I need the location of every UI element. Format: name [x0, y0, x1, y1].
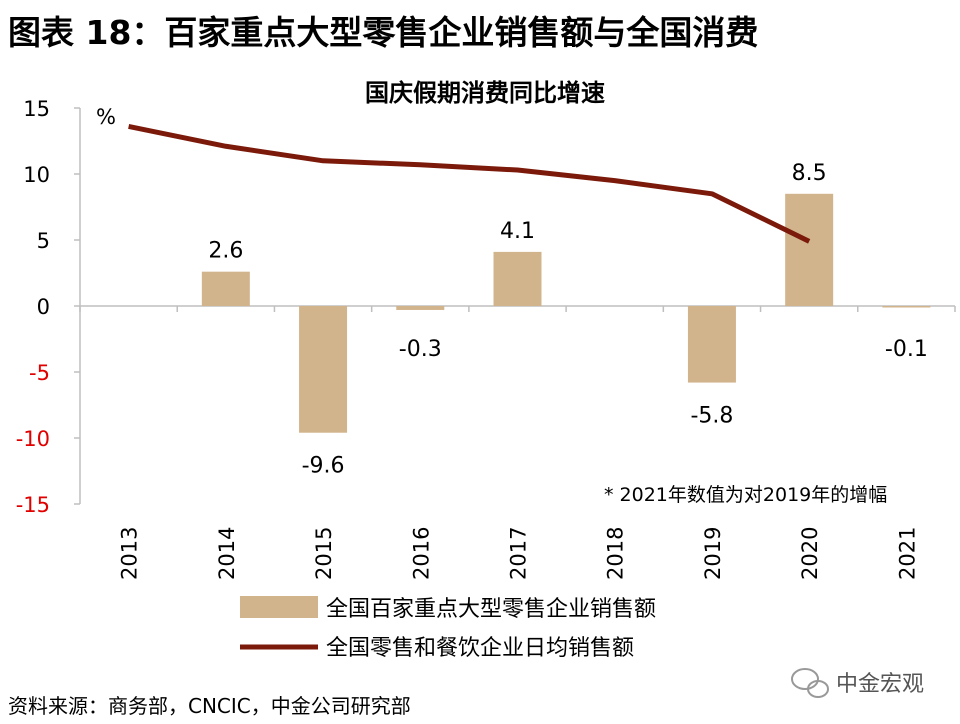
bar: [299, 306, 348, 433]
x-tick-label: 2021: [895, 527, 919, 580]
legend-swatch-bar: [240, 596, 318, 618]
figure-title: 图表 18：百家重点大型零售企业销售额与全国消费: [8, 13, 758, 52]
y-tick-label: -10: [16, 427, 50, 451]
watermark-text: 中金宏观: [836, 672, 924, 697]
bar-value-label: -9.6: [302, 454, 345, 479]
axes: 15 10 5 0 -5 -10 -15 2013 2014 2015 2016 2017 2018 20…: [16, 97, 956, 580]
bar-value-label: -0.1: [885, 337, 928, 362]
bar: [493, 251, 542, 306]
chart-title: 国庆假期消费同比增速: [365, 79, 605, 107]
bar: [882, 306, 931, 308]
bar-value-label: 8.5: [792, 161, 827, 186]
bar-value-label: -0.3: [399, 337, 442, 362]
x-tick-label: 2013: [118, 527, 142, 580]
wechat-icon: [791, 668, 829, 698]
legend-label-line: 全国零售和餐饮企业日均销售额: [326, 636, 634, 661]
chart-note: * 2021年数值为对2019年的增幅: [604, 484, 887, 506]
legend-label-bar: 全国百家重点大型零售企业销售额: [326, 597, 656, 622]
x-tick-label: 2014: [215, 527, 239, 580]
bar: [396, 306, 445, 310]
series-line: [128, 124, 811, 244]
y-tick-label: 15: [23, 97, 50, 121]
line-series: [128, 124, 811, 244]
data-labels: 2.6 -9.6 -0.3 4.1 -5.8 8.5 -0.1: [208, 161, 928, 479]
bar: [687, 306, 736, 383]
bar: [785, 193, 834, 306]
bar-value-label: 2.6: [208, 239, 243, 264]
source-note: 资料来源：商务部，CNCIC，中金公司研究部: [8, 694, 411, 718]
y-tick-label: -15: [16, 493, 50, 517]
bar-value-label: 4.1: [500, 219, 535, 244]
x-tick-label: 2020: [798, 527, 822, 580]
x-tick-label: 2016: [409, 527, 433, 580]
y-tick-label: 10: [23, 163, 50, 187]
y-tick-label: 5: [37, 229, 50, 253]
bar: [201, 271, 250, 306]
x-tick-label: 2018: [604, 527, 628, 580]
x-tick-label: 2019: [701, 527, 725, 580]
y-tick-label: -5: [29, 361, 50, 385]
y-tick-label: 0: [37, 295, 50, 319]
y-axis-unit: %: [96, 105, 116, 129]
bar-value-label: -5.8: [690, 404, 733, 429]
watermark: 中金宏观: [791, 668, 924, 698]
bar-series: [201, 193, 931, 433]
x-tick-label: 2015: [312, 527, 336, 580]
x-tick-label: 2017: [507, 527, 531, 580]
